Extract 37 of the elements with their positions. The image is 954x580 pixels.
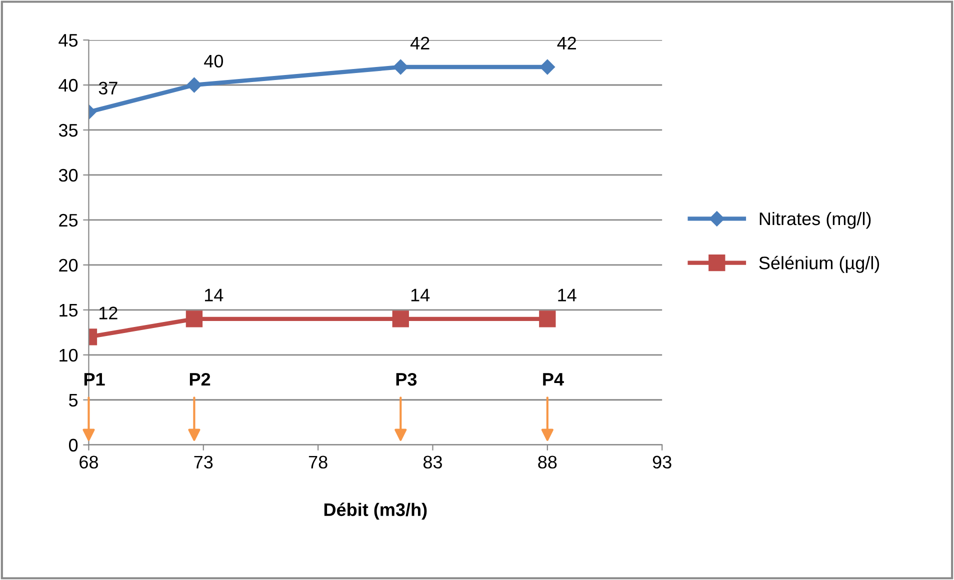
data-label: 14 — [205, 288, 224, 302]
data-label: 14 — [558, 288, 576, 302]
data-label: 12 — [100, 306, 118, 320]
x-tick-label: 78 — [308, 456, 328, 469]
point — [539, 310, 556, 328]
y-tick-label: 45 — [58, 34, 78, 47]
y-tick-label: 25 — [59, 214, 78, 227]
y-tick-label: 15 — [60, 304, 78, 317]
data-label: 42 — [557, 36, 576, 50]
point — [186, 77, 202, 93]
annotation: P1 — [84, 373, 105, 386]
data-label: 37 — [98, 82, 118, 95]
data-label: 40 — [204, 54, 223, 68]
data-label: 14 — [411, 288, 430, 302]
x-axis-title: Débit (m3/h) — [324, 502, 427, 520]
y-tick-label: 0 — [68, 438, 78, 452]
y-tick-label: 30 — [58, 168, 78, 182]
x-tick-label: 93 — [652, 456, 672, 469]
legend-label: Sélénium (µg/l) — [759, 256, 880, 273]
point — [392, 310, 409, 328]
annotation: P3 — [396, 372, 417, 386]
y-tick-label: 5 — [68, 394, 78, 407]
x-tick-label: 68 — [80, 456, 98, 469]
x-tick-label: 73 — [194, 456, 213, 469]
y-tick-label: 40 — [58, 78, 78, 92]
x-tick-label: 83 — [423, 456, 442, 469]
y-tick-label: 35 — [58, 124, 78, 137]
y-tick-label: 20 — [59, 258, 78, 272]
x-tick-label: 88 — [538, 456, 557, 469]
annotation: P4 — [543, 373, 564, 386]
data-label: 42 — [410, 36, 430, 50]
annotation: P2 — [190, 372, 210, 386]
legend-label: Nitrates (mg/l) — [760, 212, 871, 229]
point — [540, 59, 555, 75]
point — [393, 59, 408, 75]
point — [186, 310, 203, 328]
y-tick-label: 10 — [60, 348, 78, 362]
